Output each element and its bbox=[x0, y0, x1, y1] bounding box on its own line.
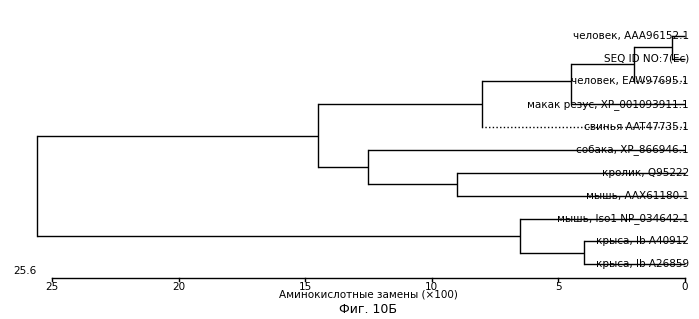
Text: Аминокислотные замены (×100): Аминокислотные замены (×100) bbox=[279, 289, 458, 300]
Text: SEQ ID NO:7(Ec): SEQ ID NO:7(Ec) bbox=[603, 54, 689, 63]
Text: макак резус, XP_001093911.1: макак резус, XP_001093911.1 bbox=[527, 99, 689, 110]
Text: собака, XP_866946.1: собака, XP_866946.1 bbox=[576, 145, 689, 155]
Text: человек, EAW97695.1: человек, EAW97695.1 bbox=[571, 77, 689, 86]
Text: 10: 10 bbox=[425, 282, 438, 293]
Text: 5: 5 bbox=[555, 282, 562, 293]
Text: человек, AAA96152.1: человек, AAA96152.1 bbox=[572, 31, 689, 41]
Text: 25: 25 bbox=[45, 282, 59, 293]
Text: свинья AAT47735.1: свинья AAT47735.1 bbox=[584, 122, 689, 132]
Text: кролик, Q95222: кролик, Q95222 bbox=[602, 168, 689, 178]
Text: крыса, Ib A40912: крыса, Ib A40912 bbox=[596, 236, 689, 247]
Text: мышь, Iso1 NP_034642.1: мышь, Iso1 NP_034642.1 bbox=[556, 213, 689, 224]
Text: крыса, Ib A26859: крыса, Ib A26859 bbox=[596, 259, 689, 269]
Text: 0: 0 bbox=[682, 282, 689, 293]
Text: мышь, AAX61180.1: мышь, AAX61180.1 bbox=[586, 191, 689, 201]
Text: 20: 20 bbox=[172, 282, 185, 293]
Text: 15: 15 bbox=[298, 282, 312, 293]
Text: 25.6: 25.6 bbox=[13, 266, 37, 276]
Text: Фиг. 10Б: Фиг. 10Б bbox=[340, 303, 398, 316]
